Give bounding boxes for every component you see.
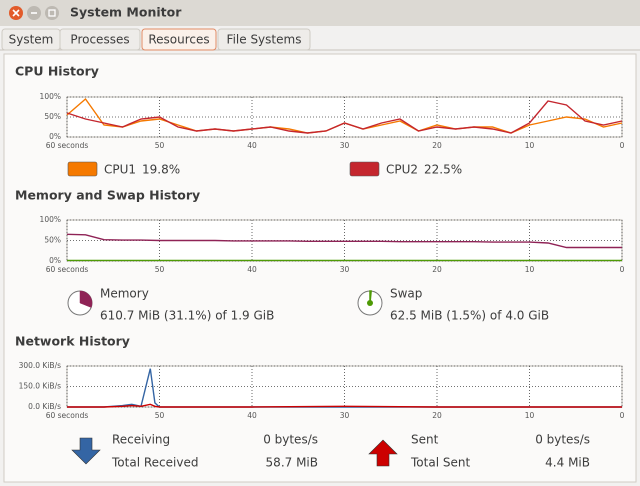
- x-tick-label: 50: [155, 411, 165, 420]
- x-tick-label: 20: [432, 411, 442, 420]
- x-tick-label: 0: [620, 411, 625, 420]
- y-tick-label: 50%: [44, 236, 61, 245]
- tab[interactable]: [59, 28, 141, 51]
- net-total-label: Total Received: [111, 456, 198, 470]
- maximize-button[interactable]: [45, 6, 59, 20]
- x-tick-label: 0: [620, 141, 625, 150]
- x-tick-label: 10: [525, 411, 535, 420]
- close-icon: [12, 9, 20, 17]
- section-title: Memory and Swap History: [15, 188, 200, 203]
- x-tick-label: 40: [247, 265, 257, 274]
- net-rate: 0 bytes/s: [535, 433, 590, 447]
- x-tick-label: 50: [155, 141, 165, 150]
- series-line: [67, 403, 622, 408]
- y-tick-label: 0%: [49, 256, 61, 265]
- x-tick-label: 40: [247, 411, 257, 420]
- net-total: 4.4 MiB: [545, 456, 590, 470]
- tab[interactable]: [217, 28, 311, 51]
- tab[interactable]: [141, 28, 217, 51]
- usage-name: Swap: [390, 287, 422, 301]
- x-tick-label: 60 seconds: [46, 411, 89, 420]
- legend-value: 19.8%: [142, 163, 180, 177]
- receive-icon: [71, 437, 101, 465]
- tab-bar: System Processes Resources File Systems: [1, 28, 311, 51]
- y-tick-label: 100%: [40, 92, 61, 101]
- x-tick-label: 20: [432, 265, 442, 274]
- maximize-icon: [48, 9, 56, 17]
- legend-value: 22.5%: [424, 163, 462, 177]
- usage-name: Memory: [100, 287, 149, 301]
- x-tick-label: 10: [525, 141, 535, 150]
- y-tick-label: 0%: [49, 132, 61, 141]
- section-title: CPU History: [15, 64, 99, 79]
- title-bar: [0, 0, 640, 26]
- series-line: [66, 100, 623, 134]
- legend-name: CPU1: [104, 163, 136, 177]
- x-tick-label: 40: [247, 141, 257, 150]
- tab-label[interactable]: System: [9, 33, 54, 47]
- y-tick-label: 50%: [44, 112, 61, 121]
- net-name: Receiving: [112, 433, 170, 447]
- y-tick-label: 0.0 KiB/s: [28, 402, 61, 411]
- legend-swatch[interactable]: [67, 161, 98, 177]
- x-tick-label: 60 seconds: [46, 265, 89, 274]
- legend-swatch[interactable]: [349, 161, 380, 177]
- usage-detail: 610.7 MiB (31.1%) of 1.9 GiB: [100, 309, 274, 323]
- x-tick-label: 50: [155, 265, 165, 274]
- usage-pie: [369, 290, 372, 304]
- tab-label[interactable]: Processes: [70, 33, 129, 47]
- usage-detail: 62.5 MiB (1.5%) of 4.0 GiB: [390, 309, 549, 323]
- net-total-label: Total Sent: [410, 456, 470, 470]
- y-tick-label: 100%: [40, 215, 61, 224]
- x-tick-label: 30: [340, 265, 350, 274]
- net-name: Sent: [411, 433, 439, 447]
- window-title: System Monitor: [70, 5, 182, 20]
- tab-label[interactable]: Resources: [148, 33, 209, 47]
- x-tick-label: 20: [432, 141, 442, 150]
- section-title: Network History: [15, 334, 130, 349]
- tab-label[interactable]: File Systems: [227, 33, 302, 47]
- x-tick-label: 30: [340, 141, 350, 150]
- y-tick-label: 150.0 KiB/s: [19, 382, 62, 391]
- send-icon: [368, 439, 398, 467]
- net-total: 58.7 MiB: [266, 456, 318, 470]
- x-tick-label: 60 seconds: [46, 141, 89, 150]
- usage-pie: [79, 290, 93, 308]
- net-rate: 0 bytes/s: [263, 433, 318, 447]
- y-tick-label: 300.0 KiB/s: [19, 361, 62, 370]
- x-tick-label: 30: [340, 411, 350, 420]
- series-line: [66, 233, 622, 249]
- usage-pie-dot: [367, 300, 373, 306]
- x-tick-label: 10: [525, 265, 535, 274]
- legend-name: CPU2: [386, 163, 418, 177]
- x-tick-label: 0: [620, 265, 625, 274]
